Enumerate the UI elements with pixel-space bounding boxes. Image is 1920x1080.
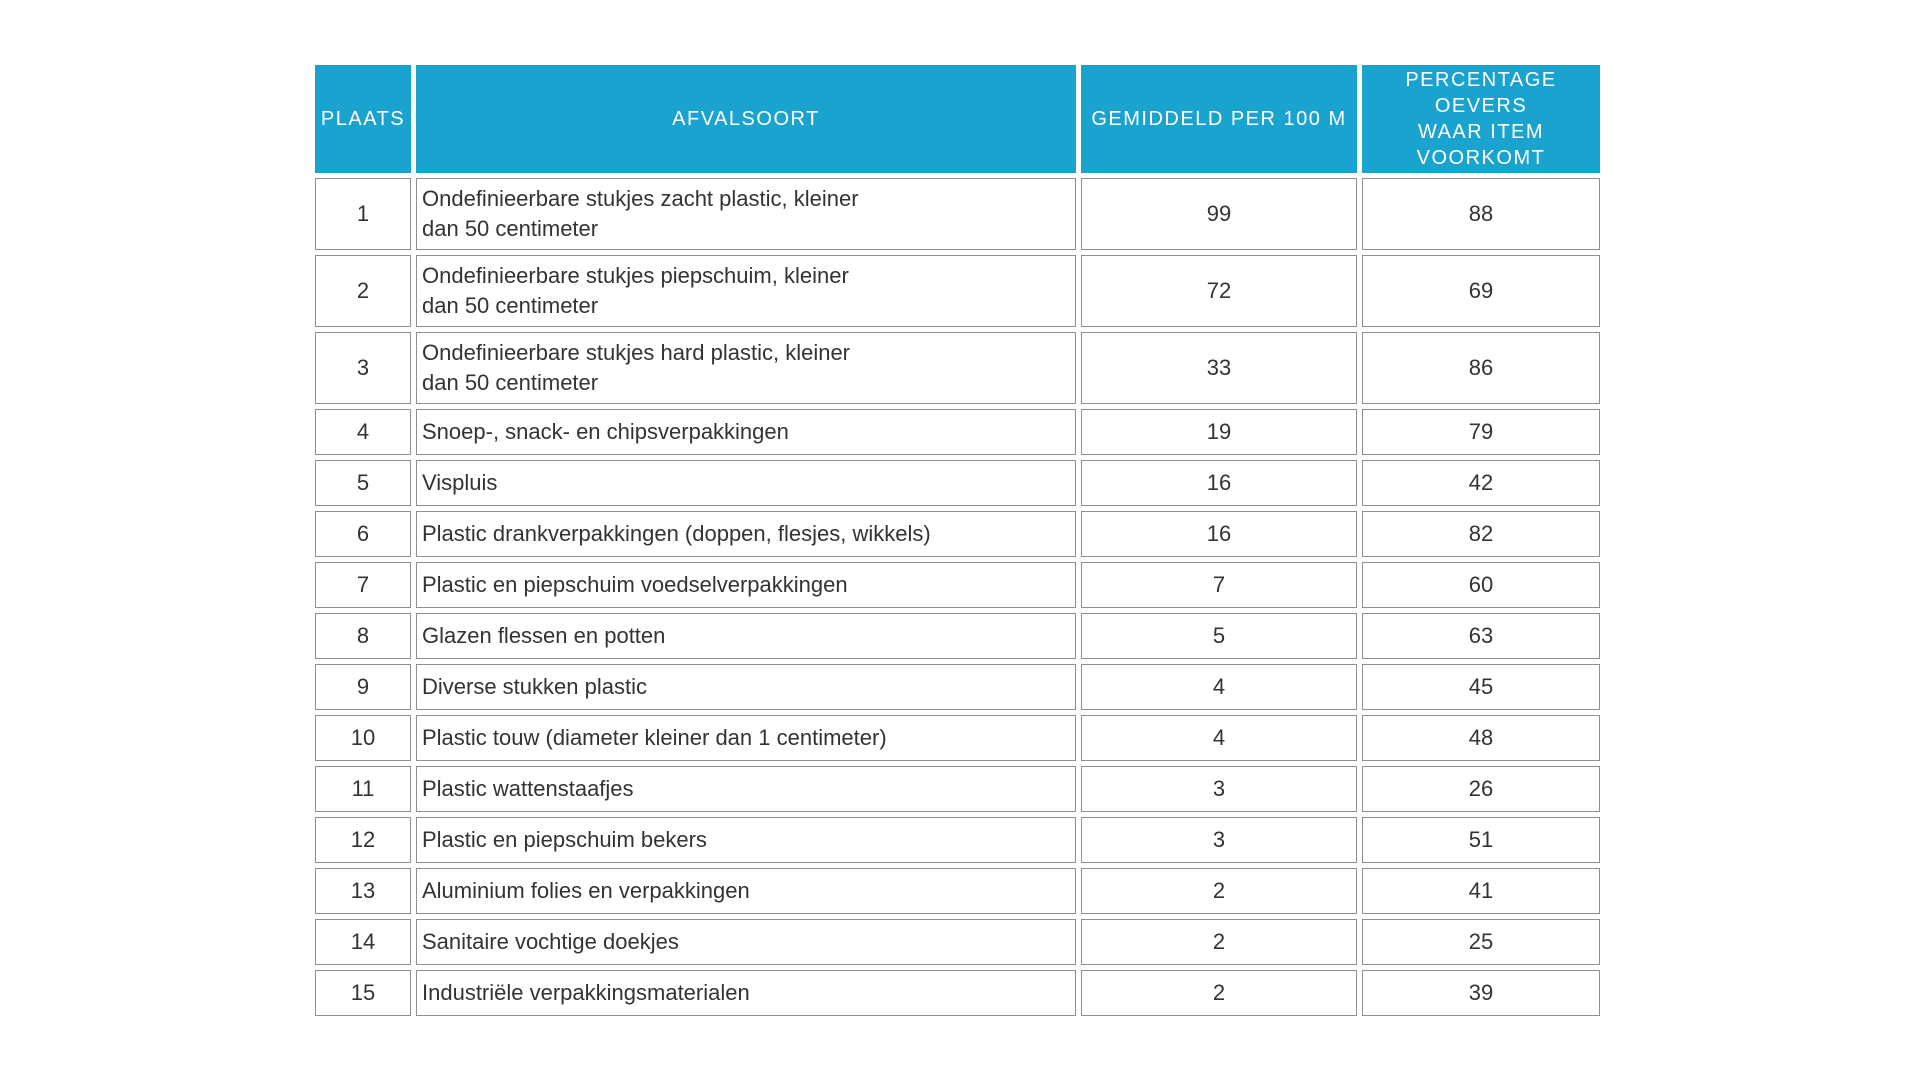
table-row: 9 Diverse stukken plastic 4 45	[315, 664, 1600, 710]
average-per-100m-cell: 3	[1081, 817, 1357, 863]
rank-cell: 4	[315, 409, 411, 455]
waste-type-cell: Ondefinieerbare stukjes piepschuim, klei…	[416, 255, 1076, 327]
table-row: 13 Aluminium folies en verpakkingen 2 41	[315, 868, 1600, 914]
rank-cell: 2	[315, 255, 411, 327]
rank-cell: 13	[315, 868, 411, 914]
average-per-100m-cell: 3	[1081, 766, 1357, 812]
average-per-100m-cell: 16	[1081, 460, 1357, 506]
waste-type-cell: Aluminium folies en verpakkingen	[416, 868, 1076, 914]
percentage-banks-cell: 63	[1362, 613, 1600, 659]
percentage-banks-cell: 45	[1362, 664, 1600, 710]
waste-type-cell: Plastic touw (diameter kleiner dan 1 cen…	[416, 715, 1076, 761]
table-row: 6 Plastic drankverpakkingen (doppen, fle…	[315, 511, 1600, 557]
average-per-100m-cell: 16	[1081, 511, 1357, 557]
waste-type-cell: Diverse stukken plastic	[416, 664, 1076, 710]
average-per-100m-cell: 4	[1081, 664, 1357, 710]
average-per-100m-cell: 7	[1081, 562, 1357, 608]
percentage-banks-cell: 48	[1362, 715, 1600, 761]
header-percentage-oevers: PERCENTAGE OEVERS WAAR ITEM VOORKOMT	[1362, 65, 1600, 173]
table-row: 4 Snoep-, snack- en chipsverpakkingen 19…	[315, 409, 1600, 455]
litter-ranking-table: PLAATS AFVALSOORT GEMIDDELD PER 100 M PE…	[310, 60, 1605, 1021]
waste-type-cell: Plastic en piepschuim voedselverpakkinge…	[416, 562, 1076, 608]
header-afvalsoort: AFVALSOORT	[416, 65, 1076, 173]
average-per-100m-cell: 33	[1081, 332, 1357, 404]
average-per-100m-cell: 19	[1081, 409, 1357, 455]
percentage-banks-cell: 39	[1362, 970, 1600, 1016]
rank-cell: 9	[315, 664, 411, 710]
average-per-100m-cell: 72	[1081, 255, 1357, 327]
rank-cell: 14	[315, 919, 411, 965]
waste-type-cell: Plastic en piepschuim bekers	[416, 817, 1076, 863]
table-row: 7 Plastic en piepschuim voedselverpakkin…	[315, 562, 1600, 608]
percentage-banks-cell: 86	[1362, 332, 1600, 404]
table-row: 12 Plastic en piepschuim bekers 3 51	[315, 817, 1600, 863]
table-row: 14 Sanitaire vochtige doekjes 2 25	[315, 919, 1600, 965]
average-per-100m-cell: 2	[1081, 868, 1357, 914]
average-per-100m-cell: 99	[1081, 178, 1357, 250]
average-per-100m-cell: 2	[1081, 970, 1357, 1016]
rank-cell: 12	[315, 817, 411, 863]
rank-cell: 8	[315, 613, 411, 659]
table-header-row: PLAATS AFVALSOORT GEMIDDELD PER 100 M PE…	[315, 65, 1600, 173]
table-row: 1 Ondefinieerbare stukjes zacht plastic,…	[315, 178, 1600, 250]
percentage-banks-cell: 41	[1362, 868, 1600, 914]
percentage-banks-cell: 25	[1362, 919, 1600, 965]
waste-type-cell: Plastic wattenstaafjes	[416, 766, 1076, 812]
rank-cell: 11	[315, 766, 411, 812]
table-row: 8 Glazen flessen en potten 5 63	[315, 613, 1600, 659]
rank-cell: 7	[315, 562, 411, 608]
percentage-banks-cell: 51	[1362, 817, 1600, 863]
waste-type-cell: Ondefinieerbare stukjes zacht plastic, k…	[416, 178, 1076, 250]
average-per-100m-cell: 5	[1081, 613, 1357, 659]
table-row: 3 Ondefinieerbare stukjes hard plastic, …	[315, 332, 1600, 404]
waste-type-cell: Vispluis	[416, 460, 1076, 506]
rank-cell: 1	[315, 178, 411, 250]
rank-cell: 5	[315, 460, 411, 506]
table-row: 11 Plastic wattenstaafjes 3 26	[315, 766, 1600, 812]
table-row: 10 Plastic touw (diameter kleiner dan 1 …	[315, 715, 1600, 761]
header-plaats: PLAATS	[315, 65, 411, 173]
table-row: 15 Industriële verpakkingsmaterialen 2 3…	[315, 970, 1600, 1016]
waste-type-cell: Plastic drankverpakkingen (doppen, flesj…	[416, 511, 1076, 557]
percentage-banks-cell: 26	[1362, 766, 1600, 812]
waste-type-cell: Snoep-, snack- en chipsverpakkingen	[416, 409, 1076, 455]
table-row: 5 Vispluis 16 42	[315, 460, 1600, 506]
rank-cell: 15	[315, 970, 411, 1016]
rank-cell: 10	[315, 715, 411, 761]
average-per-100m-cell: 2	[1081, 919, 1357, 965]
percentage-banks-cell: 79	[1362, 409, 1600, 455]
waste-type-cell: Glazen flessen en potten	[416, 613, 1076, 659]
percentage-banks-cell: 88	[1362, 178, 1600, 250]
percentage-banks-cell: 82	[1362, 511, 1600, 557]
waste-type-cell: Sanitaire vochtige doekjes	[416, 919, 1076, 965]
percentage-banks-cell: 42	[1362, 460, 1600, 506]
waste-type-cell: Industriële verpakkingsmaterialen	[416, 970, 1076, 1016]
rank-cell: 3	[315, 332, 411, 404]
table-row: 2 Ondefinieerbare stukjes piepschuim, kl…	[315, 255, 1600, 327]
percentage-banks-cell: 60	[1362, 562, 1600, 608]
rank-cell: 6	[315, 511, 411, 557]
average-per-100m-cell: 4	[1081, 715, 1357, 761]
percentage-banks-cell: 69	[1362, 255, 1600, 327]
waste-type-cell: Ondefinieerbare stukjes hard plastic, kl…	[416, 332, 1076, 404]
header-gemiddeld-per-100m: GEMIDDELD PER 100 M	[1081, 65, 1357, 173]
